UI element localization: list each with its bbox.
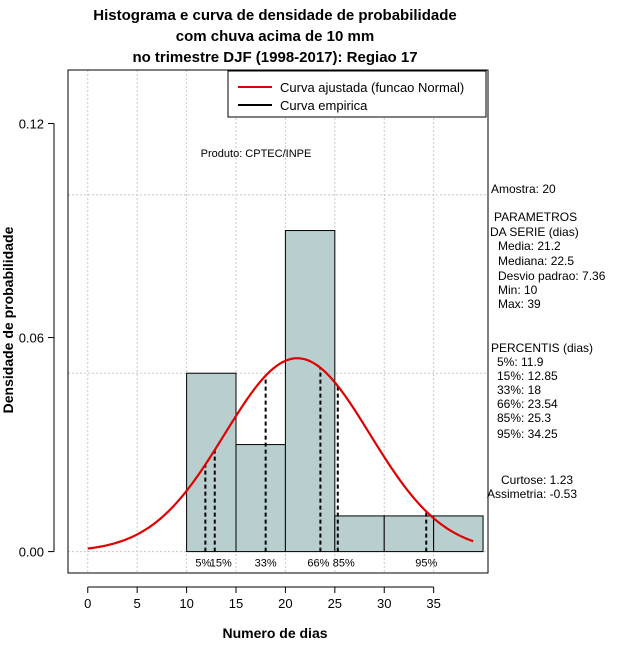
y-tick-label: 0.06 (19, 331, 44, 346)
stats-line: Mediana: 22.5 (498, 254, 574, 268)
chart-title: Histograma e curva de densidade de proba… (93, 7, 456, 66)
percentile-label: 15% (210, 558, 232, 570)
stats-line: PERCENTIS (dias) (491, 341, 593, 355)
stats-line: Assimetria: -0.53 (487, 487, 577, 501)
product-annotation: Produto: CPTEC/INPE (201, 148, 312, 160)
y-axis-title: Densidade de probabilidade (0, 226, 16, 413)
stats-line: 5%: 11.9 (497, 355, 544, 369)
normal-fit-curve (87, 357, 474, 550)
legend-label: Curva empirica (280, 98, 368, 113)
percentile-lines: 5%15% 33% 66% 85% 95% (195, 367, 437, 570)
x-tick-label: 15 (229, 596, 243, 611)
title-line: Histograma e curva de densidade de proba… (93, 7, 456, 24)
stats-line: PARAMETROS (494, 210, 577, 224)
x-axis-title: Numero de dias (222, 625, 327, 641)
histogram-bars (186, 230, 484, 553)
normal-curve (87, 357, 474, 550)
stats-line: DA SERIE (dias) (490, 225, 579, 239)
x-tick-label: 0 (84, 596, 91, 611)
x-tick-label: 10 (179, 596, 193, 611)
stats-line: 33%: 18 (497, 383, 541, 397)
stats-line: Min: 10 (498, 283, 538, 297)
percentile-label: 95% (415, 558, 437, 570)
stats-line: 15%: 12.85 (497, 369, 558, 383)
stats-line: 85%: 25.3 (497, 411, 551, 425)
title-line: no trimestre DJF (1998-2017): Regiao 17 (132, 49, 417, 66)
percentile-label: 85% (333, 558, 355, 570)
histogram-bar (235, 444, 286, 553)
stats-line: Max: 39 (498, 297, 541, 311)
axes: 0 5 10 15 20 25 30 35 0.00 0.06 0.12 Numero de dias… (0, 69, 489, 641)
histogram-bar (334, 515, 385, 553)
x-tick-label: 20 (278, 596, 292, 611)
stats-line: 95%: 34.25 (497, 427, 558, 441)
percentile-label: 33% (255, 558, 277, 570)
legend-label: Curva ajustada (funcao Normal) (280, 80, 464, 95)
legend: Curva ajustada (funcao Normal) Curva empi… (227, 70, 487, 118)
percentile-label: 66% (307, 558, 329, 570)
histogram-bar (284, 230, 336, 553)
percentile-label: 5% (195, 558, 211, 570)
x-tick-label: 30 (377, 596, 391, 611)
x-tick-label: 5 (134, 596, 141, 611)
title-line: com chuva acima de 10 mm (176, 28, 374, 45)
stats-line: 66%: 23.54 (497, 397, 558, 411)
legend-box (227, 70, 487, 118)
y-tick-label: 0.12 (19, 117, 44, 132)
stats-line: Desvio padrao: 7.36 (498, 269, 606, 283)
histogram-bar (186, 372, 237, 553)
stats-line: Curtose: 1.23 (501, 473, 573, 487)
x-tick-label: 35 (426, 596, 440, 611)
stats-line: Amostra: 20 (491, 182, 556, 196)
x-tick-label: 25 (328, 596, 342, 611)
plot-frame (67, 69, 489, 574)
stats-line: Media: 21.2 (498, 239, 561, 253)
y-tick-label: 0.00 (19, 545, 44, 560)
